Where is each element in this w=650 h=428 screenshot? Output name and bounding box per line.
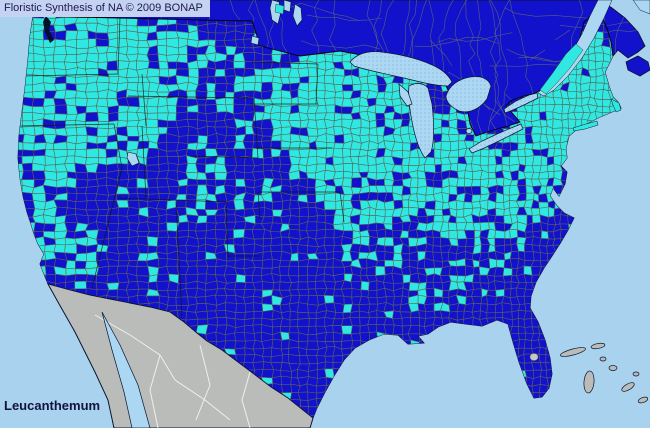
nova-scotia [625,55,650,77]
puget-sound [43,16,54,43]
mexico-state-lines [94,314,251,428]
lake-okeechobee [529,353,539,361]
long-island [572,120,599,132]
bahamas-islands [560,342,649,404]
manitoba-interlake [274,3,285,15]
cape-cod [610,98,622,113]
quebec-st-lawrence-south-shore [539,43,584,95]
map-title: Floristic Synthesis of NA © 2009 BONAP [4,2,203,14]
map-title-bar: Floristic Synthesis of NA © 2009 BONAP [0,0,210,17]
gulf-of-california [101,311,151,428]
mexico-landmass [47,283,314,428]
state-borders [19,17,345,317]
taxon-label: Leucanthemum [4,398,101,413]
